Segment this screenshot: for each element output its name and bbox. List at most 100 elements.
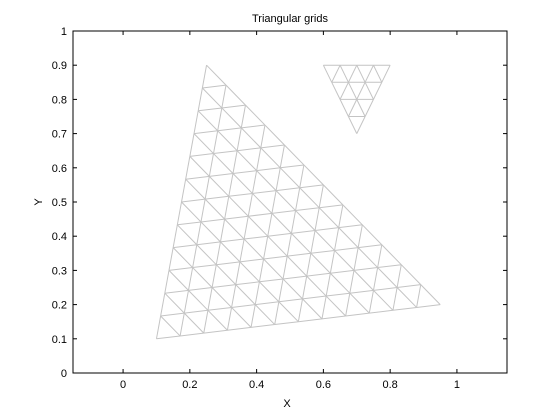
mesh-edge <box>220 238 245 243</box>
mesh-edge <box>349 292 370 314</box>
mesh-edge <box>298 318 323 323</box>
mesh-edge <box>193 110 199 134</box>
mesh-edge <box>334 247 359 251</box>
mesh-edge <box>299 164 305 188</box>
mesh-edge <box>164 289 189 294</box>
mesh-edge <box>302 298 323 320</box>
mesh-edge <box>271 190 277 214</box>
mesh-edge <box>314 227 339 231</box>
mesh-edge <box>349 289 374 294</box>
mesh-edge <box>215 264 237 285</box>
mesh-edge <box>240 105 246 128</box>
mesh-edge <box>345 312 370 317</box>
mesh-edge <box>212 130 219 154</box>
mesh-edge <box>209 173 234 177</box>
mesh-edge <box>278 298 303 303</box>
mesh-edge <box>330 269 355 274</box>
mesh-edge <box>248 212 272 217</box>
mesh-edge <box>232 150 238 174</box>
mesh-edge <box>217 107 223 131</box>
mesh-edge <box>263 255 288 260</box>
mesh-edge <box>396 287 417 308</box>
mesh-edge <box>228 195 249 217</box>
mesh-edge <box>299 184 324 189</box>
mesh-edge <box>221 107 242 129</box>
mesh-edge <box>207 306 232 311</box>
mesh-edge <box>319 204 343 209</box>
mesh-edge <box>353 270 374 291</box>
x-tick-label: 0.2 <box>182 379 197 391</box>
triangular-mesh-1 <box>155 64 441 340</box>
mesh-edge <box>318 207 340 228</box>
mesh-edge <box>345 293 351 317</box>
mesh-edge <box>373 287 398 291</box>
mesh-edge <box>202 87 223 109</box>
mesh-edge <box>314 230 335 251</box>
mesh-edge <box>201 65 208 89</box>
mesh-edge <box>224 215 249 220</box>
mesh-edge <box>356 64 366 83</box>
mesh-edge <box>198 107 222 112</box>
mesh-edge <box>286 233 292 257</box>
mesh-edge <box>232 173 253 194</box>
mesh-edge <box>338 224 363 229</box>
mesh-edge <box>225 84 246 106</box>
mesh-edge <box>416 284 422 308</box>
mesh-edge <box>176 224 198 246</box>
mesh-edge <box>339 82 349 100</box>
mesh-edge <box>250 304 256 328</box>
x-axis-label: X <box>283 398 291 410</box>
mesh-edge <box>168 270 189 291</box>
mesh-edge <box>192 264 217 269</box>
mesh-edge <box>267 213 273 237</box>
mesh-edge <box>197 87 203 111</box>
mesh-edge <box>200 199 206 223</box>
mesh-edge <box>196 241 221 246</box>
mesh-edge <box>203 329 228 334</box>
mesh-edge <box>185 175 210 180</box>
mesh-edge <box>192 244 198 268</box>
mesh-edge <box>291 233 312 254</box>
mesh-edge <box>299 187 320 209</box>
mesh-edge <box>239 261 260 283</box>
y-tick-label: 0.1 <box>52 334 67 346</box>
mesh-edge <box>377 264 402 269</box>
mesh-edge <box>240 127 262 149</box>
mesh-edge <box>181 201 202 223</box>
mesh-edge <box>247 193 253 217</box>
chart-title: Triangular grids <box>252 13 329 25</box>
mesh-edge <box>207 309 228 331</box>
mesh-edge <box>339 99 349 117</box>
mesh-edge <box>364 99 374 117</box>
mesh-edge <box>252 193 273 214</box>
mesh-edge <box>349 270 355 294</box>
mesh-edge <box>334 250 355 271</box>
mesh-edge <box>258 258 265 282</box>
mesh-edge <box>183 290 189 314</box>
mesh-edge <box>177 221 202 226</box>
x-tick-label: 0.8 <box>383 379 398 391</box>
mesh-edge <box>185 156 191 180</box>
mesh-edge <box>381 64 391 83</box>
mesh-edge <box>357 247 378 268</box>
mesh-edge <box>193 133 214 154</box>
mesh-edge <box>188 290 209 311</box>
mesh-edge <box>347 64 358 83</box>
mesh-edge <box>373 290 394 311</box>
y-tick-label: 0.6 <box>52 163 67 175</box>
mesh-edge <box>322 64 333 83</box>
mesh-edge <box>256 147 262 171</box>
mesh-edge <box>160 312 185 317</box>
mesh-edge <box>357 224 363 248</box>
mesh-edge <box>278 278 284 302</box>
mesh-edge <box>396 264 402 288</box>
mesh-edge <box>180 332 204 337</box>
mesh-edge <box>416 304 441 308</box>
x-tick-label: 0 <box>120 379 126 391</box>
mesh-edge <box>306 275 327 297</box>
mesh-edge <box>184 309 208 314</box>
mesh-edge <box>260 147 281 169</box>
mesh-edge <box>267 232 292 237</box>
